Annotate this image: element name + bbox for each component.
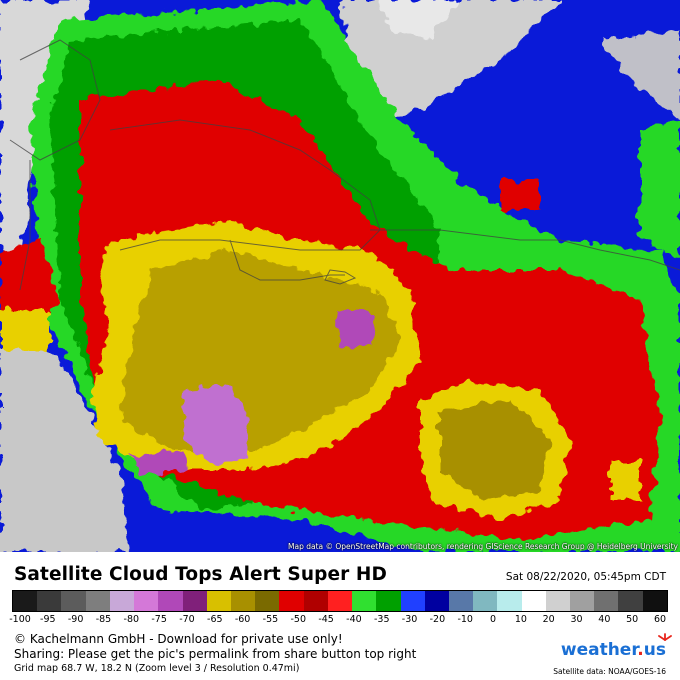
scale-segment	[448, 591, 474, 611]
scale-segment	[521, 591, 546, 611]
scale-segment	[424, 591, 449, 611]
scale-segment	[61, 591, 86, 611]
sharing-note: Sharing: Please get the pic's permalink …	[14, 647, 417, 661]
scale-segment	[642, 591, 667, 611]
scale-segment	[303, 591, 328, 611]
data-source: Satellite data: NOAA/GOES-16	[553, 667, 666, 676]
logo-main: weather	[560, 640, 638, 660]
scale-tick-label: 20	[542, 614, 555, 625]
sun-rays-icon	[658, 633, 672, 641]
scale-tick-label: -55	[262, 614, 279, 625]
scale-segment	[594, 591, 619, 611]
scale-segment	[158, 591, 183, 611]
grid-info: Grid map 68.7 W, 18.2 N (Zoom level 3 / …	[14, 663, 300, 674]
timestamp: Sat 08/22/2020, 05:45pm CDT	[505, 571, 666, 583]
scale-segment	[473, 591, 498, 611]
scale-segment	[109, 591, 135, 611]
logo-tld: us	[643, 640, 666, 660]
scale-tick-label: -95	[40, 614, 56, 625]
scale-tick-label: -85	[95, 614, 112, 625]
scale-tick-label: -80	[123, 614, 140, 625]
color-scale-bar	[12, 590, 668, 612]
scale-segment	[206, 591, 231, 611]
scale-segment	[352, 591, 377, 611]
scale-tick-label: -10	[457, 614, 473, 625]
scale-tick-label: -20	[429, 614, 446, 625]
scale-segment	[327, 591, 353, 611]
scale-segment	[37, 591, 62, 611]
scale-segment	[545, 591, 571, 611]
map-attribution: Map data © OpenStreetMap contributors, r…	[288, 542, 678, 551]
copyright-text: © Kachelmann GmbH - Download for private…	[14, 632, 343, 646]
scale-tick-label: -90	[67, 614, 84, 625]
scale-segment	[570, 591, 595, 611]
scale-tick-label: 10	[514, 614, 527, 625]
scale-tick-label: -75	[151, 614, 167, 625]
scale-segment	[182, 591, 207, 611]
scale-tick-label: -100	[9, 614, 31, 625]
scale-tick-label: 30	[570, 614, 583, 625]
scale-tick-label: -30	[401, 614, 418, 625]
scale-segment	[255, 591, 280, 611]
scale-tick-label: -40	[346, 614, 362, 625]
scale-segment	[230, 591, 256, 611]
product-title: Satellite Cloud Tops Alert Super HD	[14, 564, 387, 585]
scale-segment	[279, 591, 304, 611]
scale-tick-label: 40	[598, 614, 611, 625]
scale-tick-label: -35	[373, 614, 390, 625]
scale-tick-label: 60	[653, 614, 667, 625]
satellite-map[interactable]: Map data © OpenStreetMap contributors, r…	[0, 0, 680, 552]
scale-tick-label: -60	[234, 614, 251, 625]
scale-tick-label: -65	[207, 614, 223, 625]
logo-dot: .	[637, 640, 644, 660]
scale-tick-label: 50	[626, 614, 639, 625]
scale-segment	[497, 591, 522, 611]
scale-segment	[85, 591, 110, 611]
scale-tick-label: -50	[290, 614, 307, 625]
scale-tick-label: -70	[179, 614, 195, 625]
scale-segment	[134, 591, 159, 611]
scale-segment	[376, 591, 401, 611]
weather-us-logo[interactable]: weather.us	[561, 640, 666, 660]
cloud-tops-imagery	[0, 0, 680, 552]
scale-segment	[618, 591, 643, 611]
scale-segment	[13, 591, 38, 611]
legend-footer: Satellite Cloud Tops Alert Super HD Sat …	[0, 552, 680, 680]
scale-segment	[400, 591, 425, 611]
scale-tick-label: -45	[318, 614, 334, 625]
scale-tick-label: 0	[490, 614, 497, 625]
scale-tick-labels: -100 -95 -90 -85 -80 -75 -70 -65 -60 -55 -50 -45 -40…	[9, 614, 668, 628]
